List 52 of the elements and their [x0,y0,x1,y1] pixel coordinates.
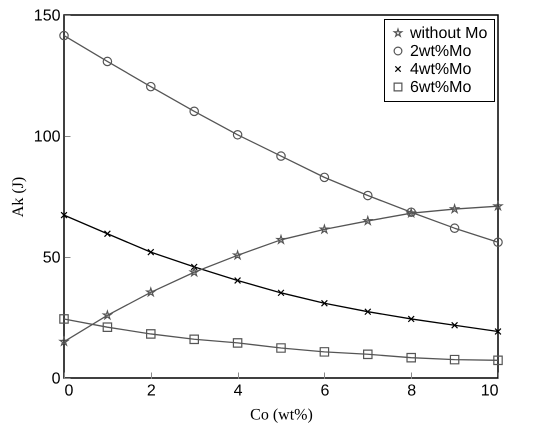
point [147,248,154,256]
point [60,212,68,219]
legend-label: 6wt%Mo [410,79,472,96]
y-tick-label: 150 [34,8,61,24]
point [190,267,199,276]
point [190,263,198,270]
point [146,329,156,339]
x-tick-label: 4 [234,382,243,400]
point [320,300,328,307]
point [320,172,330,182]
point [102,56,112,66]
point [451,322,458,329]
point [59,336,69,346]
point [232,130,242,140]
point [450,223,460,233]
point [102,322,112,332]
x-axis-title: Co (wt%) [250,406,313,424]
point [59,30,69,40]
legend-label: without Mo [409,25,488,42]
point [494,328,502,336]
legend-label: 4wt%Mo [410,61,472,78]
point [189,334,199,344]
point [408,315,415,322]
point [363,350,373,360]
point [320,347,330,357]
point [232,338,242,348]
point [364,308,372,316]
point [276,235,286,244]
y-axis-title: Ak (J) [10,176,27,218]
y-tick-label: 0 [52,370,61,388]
point [493,201,503,210]
y-tick-label: 100 [34,128,61,146]
point [276,151,286,161]
point [59,314,69,324]
point [276,343,286,353]
legend-label: 2wt%Mo [410,43,472,60]
x-tick-label: 8 [407,382,416,400]
point [189,106,199,116]
point [104,230,111,238]
x-tick-label: 0 [64,382,74,400]
point [493,237,503,248]
point [363,190,373,200]
point [234,276,242,284]
point [450,354,460,364]
x-tick-label: 10 [480,382,499,400]
point [277,289,285,296]
point [146,82,156,92]
point [406,352,416,362]
y-tick-label: 50 [42,250,61,266]
x-tick-label: 2 [146,382,156,400]
point [493,356,503,366]
x-tick-label: 6 [320,382,330,400]
